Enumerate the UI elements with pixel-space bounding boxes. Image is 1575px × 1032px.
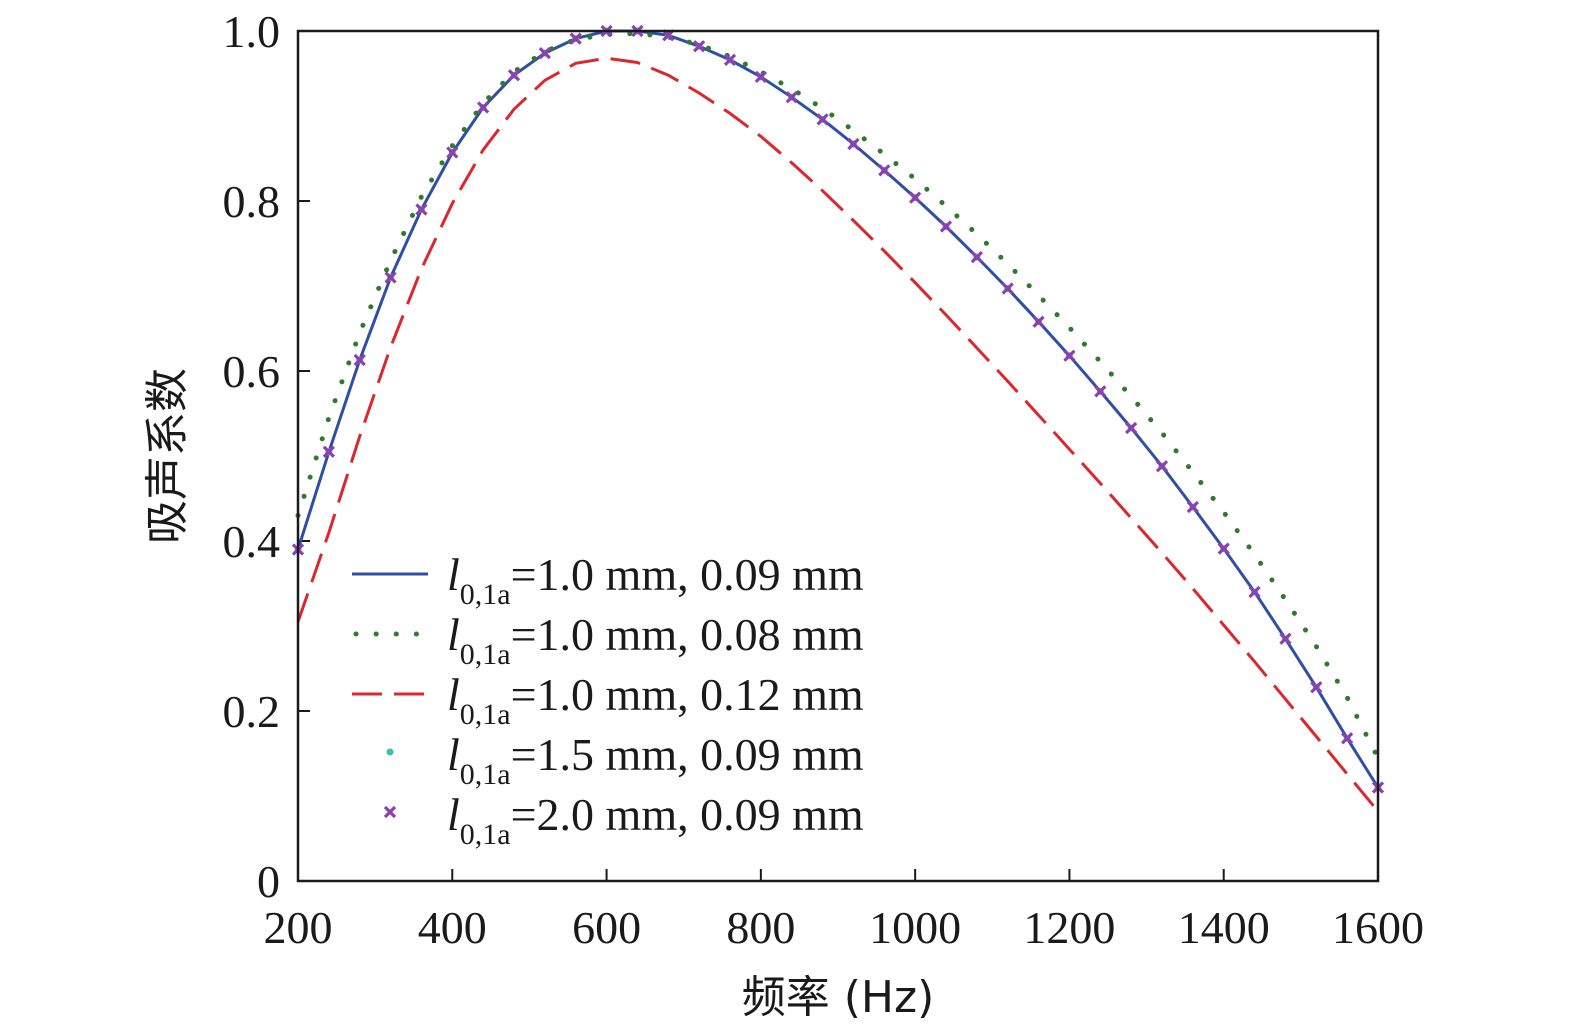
series-point — [477, 101, 490, 114]
series-point — [1094, 385, 1107, 398]
legend-label: l0,1a=2.0 mm, 0.09 mm — [447, 789, 864, 851]
y-tick-labels: 0 0.2 0.4 0.6 0.8 1.0 — [223, 6, 281, 907]
series-point — [970, 250, 983, 264]
series-point — [538, 46, 551, 60]
legend-swatch — [386, 748, 394, 756]
legend-label: l0,1a=1.5 mm, 0.09 mm — [447, 729, 864, 791]
y-tick-label: 1.0 — [223, 6, 281, 57]
series-point — [1341, 732, 1354, 745]
x-tick-label: 600 — [572, 902, 641, 953]
legend-label: l0,1a=1.0 mm, 0.08 mm — [447, 609, 864, 671]
series-line — [296, 56, 1380, 813]
series-point — [507, 69, 521, 82]
series-point — [1186, 500, 1199, 514]
x-tick-label: 400 — [418, 902, 487, 953]
series-3 — [296, 56, 1380, 813]
series-point — [569, 32, 582, 45]
legend-label: l0,1a=1.0 mm, 0.12 mm — [447, 669, 864, 731]
series-point — [1217, 542, 1230, 555]
legend-swatch — [383, 805, 397, 819]
y-tick-label: 0.8 — [223, 176, 281, 227]
x-tick-label: 1600 — [1332, 902, 1424, 953]
x-axis-title: 频率 (Hz) — [742, 972, 935, 1023]
x-tick-label: 800 — [726, 902, 795, 953]
plot-frame — [296, 29, 1380, 883]
series-point — [1125, 421, 1138, 435]
series-point — [816, 113, 829, 126]
series-1 — [296, 29, 1380, 789]
legend-item: l0,1a=1.0 mm, 0.12 mm — [352, 669, 864, 731]
legend-item: l0,1a=1.5 mm, 0.09 mm — [386, 729, 864, 791]
series-line — [296, 29, 1380, 789]
x-tick-label: 1400 — [1178, 902, 1270, 953]
series-point — [415, 203, 428, 216]
series-point — [384, 271, 397, 284]
y-tick-label: 0 — [257, 856, 280, 907]
series-point — [1310, 681, 1323, 694]
x-tick-label: 1000 — [869, 902, 961, 953]
legend-item: l0,1a=2.0 mm, 0.09 mm — [383, 789, 864, 851]
series-point — [785, 91, 798, 104]
series-point — [1032, 315, 1045, 328]
x-tick-label: 1200 — [1023, 902, 1115, 953]
series-point — [909, 191, 922, 204]
series-point — [754, 70, 767, 84]
series-point — [878, 164, 891, 177]
series-layer — [291, 24, 1385, 813]
y-tick-label: 0.4 — [223, 516, 281, 567]
y-tick-label: 0.2 — [223, 686, 281, 737]
series-point — [723, 53, 737, 67]
series-point — [1001, 282, 1014, 295]
series-point — [1248, 585, 1261, 599]
series-point — [939, 220, 953, 233]
legend-item: l0,1a=1.0 mm, 0.09 mm — [352, 549, 864, 611]
series-5 — [291, 24, 1385, 794]
y-axis-title: 吸声系数 — [142, 368, 193, 544]
series-point — [446, 146, 459, 159]
x-tick-label: 200 — [264, 902, 333, 953]
series-point — [847, 137, 860, 151]
legend-item: l0,1a=1.0 mm, 0.08 mm — [353, 609, 864, 671]
series-point — [353, 353, 366, 367]
series-point — [1063, 349, 1076, 362]
x-tick-labels: 200 400 600 800 1000 1200 1400 1600 — [264, 902, 1425, 953]
series-point — [1279, 632, 1292, 645]
y-tick-label: 0.6 — [223, 346, 281, 397]
series-point — [322, 445, 335, 458]
series-point — [693, 40, 706, 53]
legend-label: l0,1a=1.0 mm, 0.09 mm — [447, 549, 864, 611]
series-point — [1155, 460, 1169, 473]
